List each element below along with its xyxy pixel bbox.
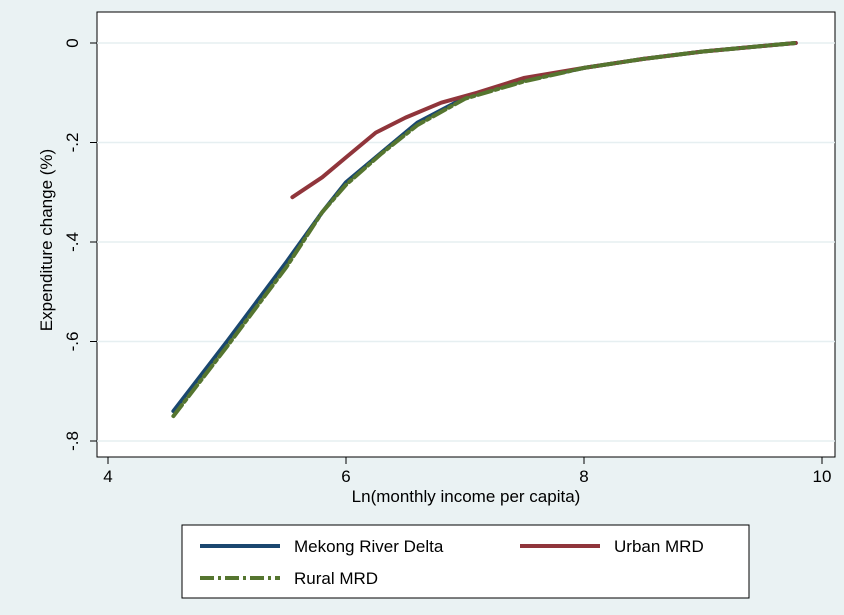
y-tick-label: -.6 <box>63 332 82 352</box>
legend-label-2: Urban MRD <box>614 537 704 556</box>
y-tick-label: -.8 <box>63 431 82 451</box>
x-tick-label: 4 <box>103 467 112 486</box>
legend-label-1: Mekong River Delta <box>294 537 444 556</box>
y-tick-label: -.4 <box>63 232 82 252</box>
x-axis: 4 6 8 10 <box>103 457 831 486</box>
plot-area <box>96 11 836 458</box>
y-tick-label: -.2 <box>63 133 82 153</box>
y-axis: 0 -.2 -.4 -.6 -.8 <box>63 38 97 451</box>
series-line-3 <box>171 41 798 419</box>
y-tick-label: 0 <box>63 38 82 47</box>
legend: Mekong River Delta Urban MRD Rural MRD <box>181 524 750 599</box>
x-axis-title: Ln(monthly income per capita) <box>352 487 581 506</box>
x-tick-label: 6 <box>341 467 350 486</box>
legend-label-3: Rural MRD <box>294 569 378 588</box>
y-axis-title: Expenditure change (%) <box>37 149 56 331</box>
gridlines <box>97 42 835 442</box>
x-tick-label: 10 <box>813 467 832 486</box>
x-tick-label: 8 <box>579 467 588 486</box>
legend-box <box>181 524 750 599</box>
series-layer <box>171 41 798 419</box>
